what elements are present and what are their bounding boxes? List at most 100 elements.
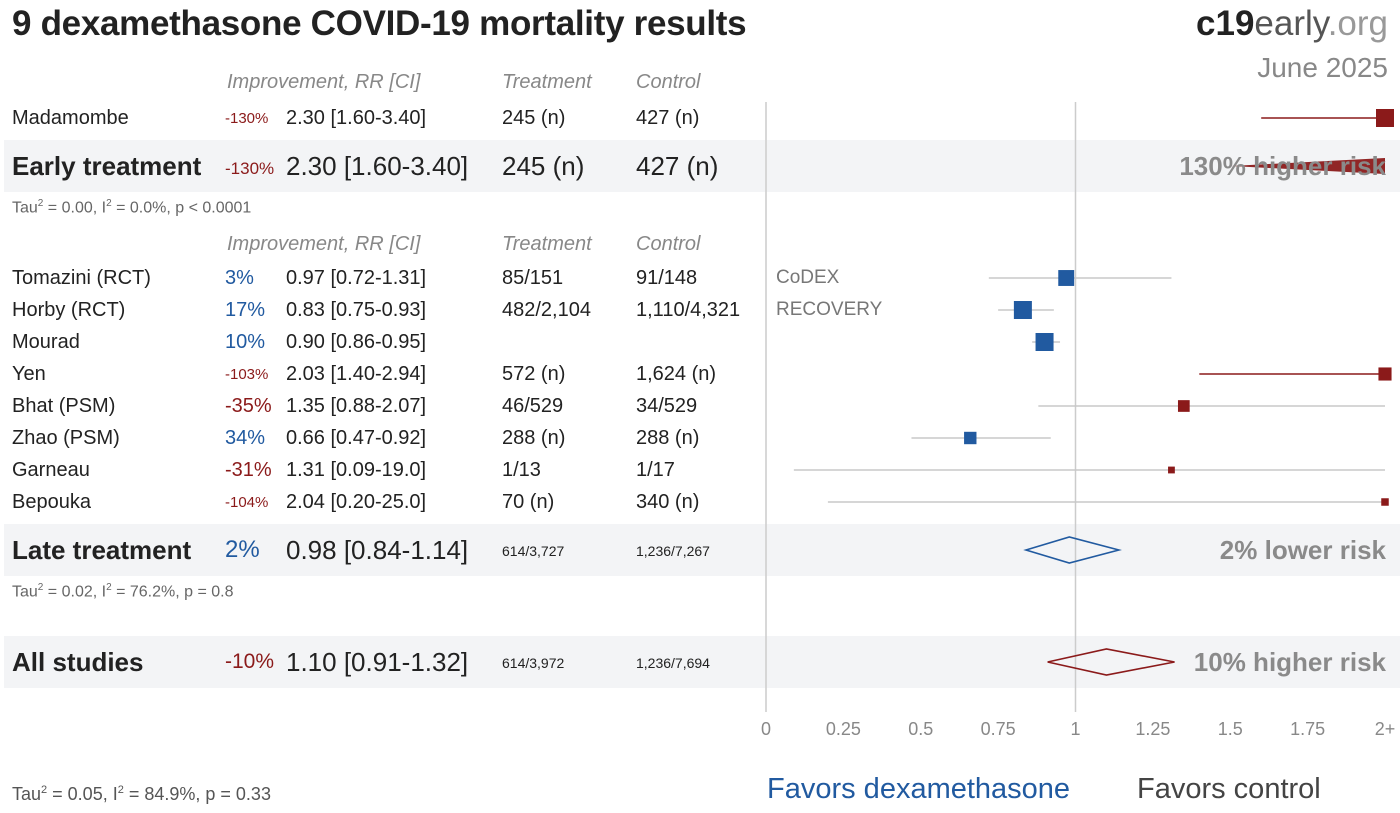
study-rr: 2.03 [1.40-2.94] — [286, 363, 427, 385]
all-summary-control: 1,236/7,694 — [636, 655, 710, 671]
study-treatment: 572 (n) — [502, 363, 566, 385]
study-rr: 2.30 [1.60-3.40] — [286, 107, 427, 129]
study-name: Mourad — [12, 331, 80, 353]
x-tick-label: 1.25 — [1135, 719, 1170, 739]
study-pct: 10% — [225, 331, 266, 353]
late-summary-band — [4, 524, 1400, 576]
header-improvement: Improvement, RR [CI] — [227, 71, 421, 93]
study-control: 1,110/4,321 — [636, 299, 741, 321]
effect-marker — [1378, 367, 1392, 381]
effect-marker — [1013, 301, 1032, 319]
study-control: 1,624 (n) — [636, 363, 717, 385]
early-summary-risk: 130% higher risk — [1179, 151, 1386, 181]
brand-part3: .org — [1327, 4, 1388, 43]
date-label: June 2025 — [1257, 52, 1388, 83]
study-name: Tomazini (RCT) — [12, 267, 151, 289]
study-trial-name: CoDEX — [776, 267, 840, 288]
study-control: 1/17 — [636, 459, 675, 481]
effect-marker — [1168, 466, 1175, 474]
study-treatment: 482/2,104 — [502, 299, 591, 321]
favors-treatment-label: Favors dexamethasone — [767, 773, 1071, 805]
favors-control-label: Favors control — [1137, 773, 1321, 805]
study-pct: 34% — [225, 427, 266, 449]
study-name: Horby (RCT) — [12, 299, 126, 321]
study-control: 340 (n) — [636, 491, 700, 513]
study-rr: 0.66 [0.47-0.92] — [286, 427, 427, 449]
study-rr: 2.04 [0.20-25.0] — [286, 491, 427, 513]
effect-marker — [1035, 333, 1054, 351]
early-summary-pct: -130% — [225, 159, 275, 178]
all-summary-treatment: 614/3,972 — [502, 655, 565, 671]
study-pct: 17% — [225, 299, 266, 321]
brand-part1: c19 — [1196, 4, 1255, 43]
late-summary-label: Late treatment — [12, 535, 192, 565]
overall-heterogeneity: Tau2 = 0.05, I2 = 84.9%, p = 0.33 — [12, 784, 271, 804]
study-control: 91/148 — [636, 267, 698, 289]
study-pct: -31% — [225, 459, 272, 481]
study-trial-name: RECOVERY — [776, 299, 883, 320]
header-control: Control — [636, 233, 701, 255]
study-rr: 1.31 [0.09-19.0] — [286, 459, 427, 481]
study-name: Bhat (PSM) — [12, 395, 116, 417]
x-tick-label: 1.5 — [1218, 719, 1243, 739]
study-pct: -35% — [225, 395, 272, 417]
x-tick-label: 2+ — [1375, 719, 1396, 739]
early-heterogeneity: Tau2 = 0.00, I2 = 0.0%, p < 0.0001 — [12, 198, 252, 217]
effect-marker — [1376, 109, 1394, 127]
study-treatment: 288 (n) — [502, 427, 566, 449]
early-summary-control: 427 (n) — [636, 151, 719, 181]
late-summary-risk: 2% lower risk — [1219, 535, 1386, 565]
study-name: Zhao (PSM) — [12, 427, 120, 449]
effect-marker — [964, 431, 977, 445]
study-pct: -104% — [225, 494, 269, 511]
effect-marker — [1177, 400, 1190, 412]
late-summary-pct: 2% — [225, 536, 260, 563]
brand-logo: c19early.org — [1196, 4, 1388, 44]
late-heterogeneity: Tau2 = 0.02, I2 = 76.2%, p = 0.8 — [12, 582, 234, 601]
study-control: 288 (n) — [636, 427, 700, 449]
all-summary-pct: -10% — [225, 650, 275, 673]
header-treatment: Treatment — [502, 71, 592, 93]
study-rr: 1.35 [0.88-2.07] — [286, 395, 427, 417]
study-rr: 0.83 [0.75-0.93] — [286, 299, 427, 321]
all-summary-rr: 1.10 [0.91-1.32] — [286, 647, 469, 677]
study-treatment: 46/529 — [502, 395, 564, 417]
study-treatment: 245 (n) — [502, 107, 566, 129]
early-summary-label: Early treatment — [12, 151, 202, 181]
effect-marker — [1058, 270, 1075, 286]
study-pct: 3% — [225, 267, 254, 289]
late-summary-rr: 0.98 [0.84-1.14] — [286, 535, 469, 565]
study-control: 427 (n) — [636, 107, 700, 129]
early-summary-band — [4, 140, 1400, 192]
study-rr: 0.97 [0.72-1.31] — [286, 267, 427, 289]
early-summary-rr: 2.30 [1.60-3.40] — [286, 151, 469, 181]
all-summary-band — [4, 636, 1400, 688]
study-treatment: 1/13 — [502, 459, 541, 481]
x-tick-label: 1.75 — [1290, 719, 1325, 739]
late-summary-control: 1,236/7,267 — [636, 543, 710, 559]
all-summary-risk: 10% higher risk — [1193, 647, 1386, 677]
study-name: Yen — [12, 363, 46, 385]
summary-diamond — [1047, 648, 1175, 676]
study-treatment: 70 (n) — [502, 491, 555, 513]
study-rr: 0.90 [0.86-0.95] — [286, 331, 427, 353]
late-summary-treatment: 614/3,727 — [502, 543, 565, 559]
study-name: Bepouka — [12, 491, 91, 513]
brand-part2: early — [1254, 4, 1328, 43]
study-control: 34/529 — [636, 395, 698, 417]
study-pct: -103% — [225, 366, 269, 383]
x-tick-label: 0 — [761, 719, 771, 739]
x-tick-label: 1 — [1070, 719, 1080, 739]
effect-marker — [1381, 498, 1389, 506]
study-name: Madamombe — [12, 107, 129, 129]
summary-diamond — [1023, 536, 1122, 564]
study-pct: -130% — [225, 110, 269, 127]
x-tick-label: 0.5 — [908, 719, 933, 739]
all-summary-label: All studies — [12, 647, 144, 677]
x-tick-label: 0.75 — [981, 719, 1016, 739]
header-treatment: Treatment — [502, 233, 592, 255]
summary-diamond — [1231, 158, 1385, 174]
header-control: Control — [636, 71, 701, 93]
study-name: Garneau — [12, 459, 90, 481]
